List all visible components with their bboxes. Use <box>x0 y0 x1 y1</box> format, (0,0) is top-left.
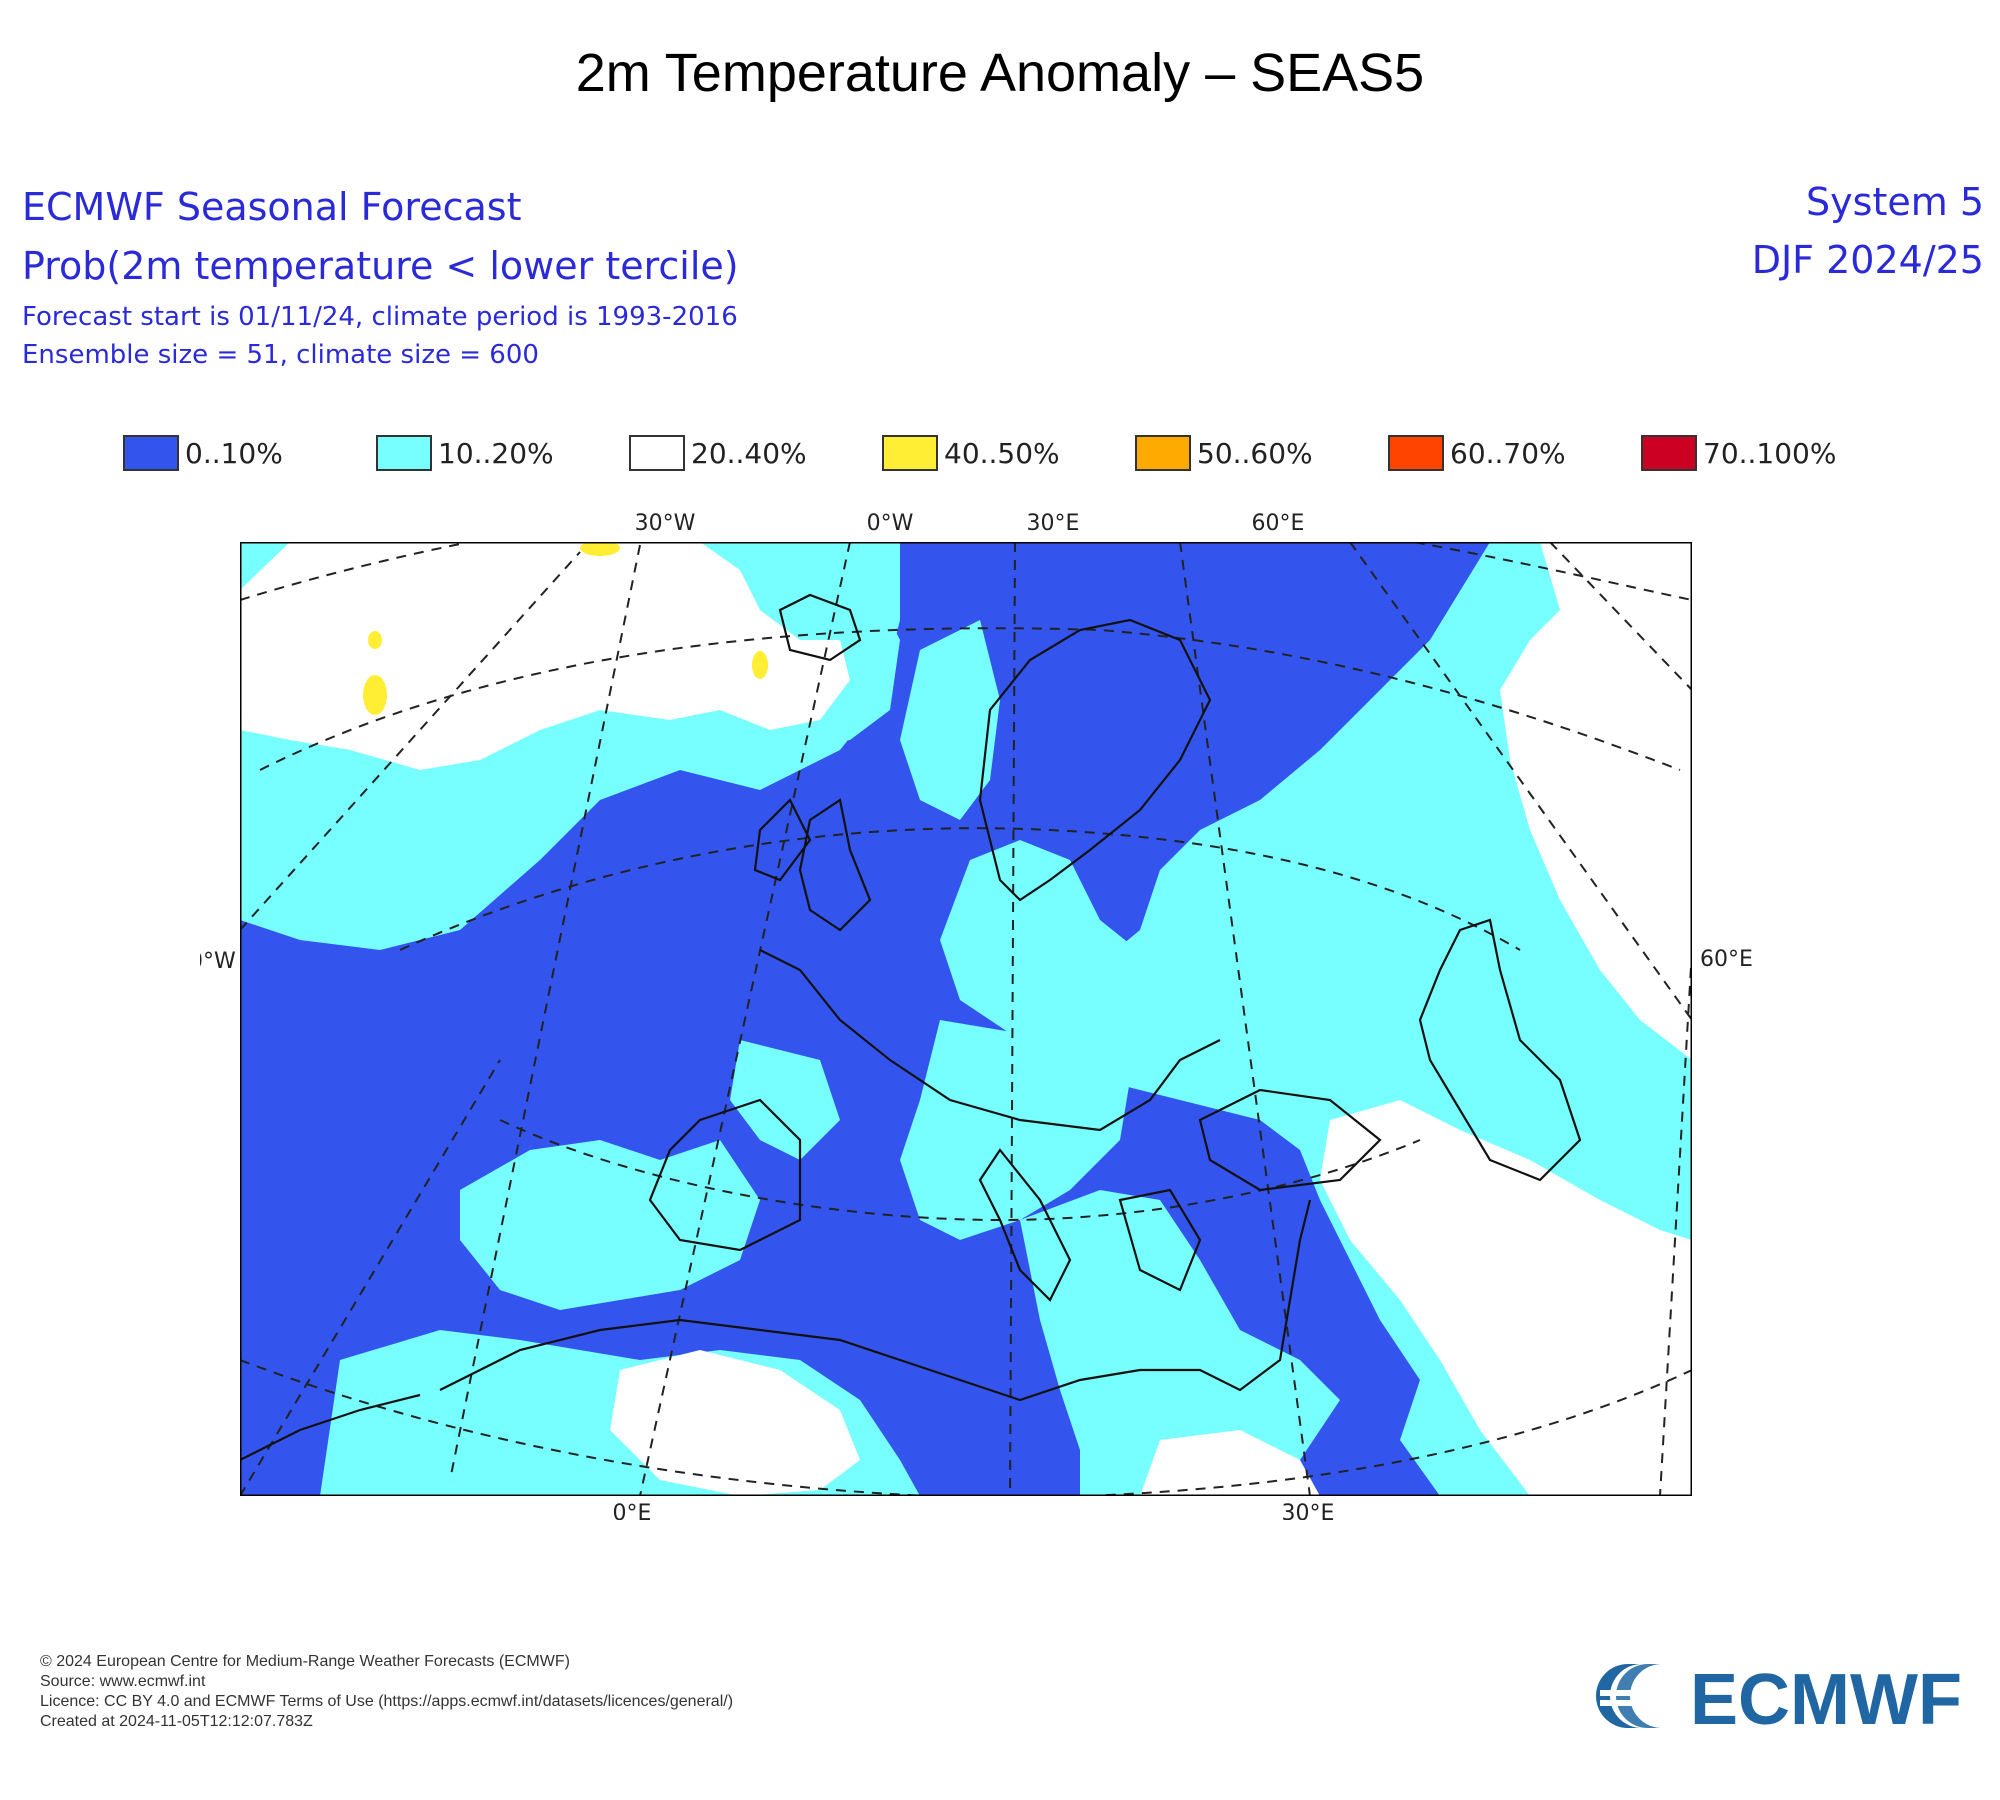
ensemble-info: Ensemble size = 51, climate size = 600 <box>22 340 539 370</box>
legend-label: 70..100% <box>1703 436 1837 470</box>
tick-top-30e: 30°E <box>1027 511 1080 536</box>
legend-swatch <box>629 435 685 471</box>
legend-item-70-100: 70..100% <box>1641 433 1836 473</box>
prob-40-50-areas <box>363 542 768 715</box>
prob-20-40-areas <box>240 542 1692 1496</box>
season-label: DJF 2024/25 <box>1751 238 1984 282</box>
legend-item-60-70: 60..70% <box>1388 433 1566 473</box>
legend-swatch <box>1388 435 1444 471</box>
legend-item-50-60: 50..60% <box>1135 433 1313 473</box>
footer-copyright: © 2024 European Centre for Medium-Range … <box>40 1653 570 1670</box>
coastlines <box>240 593 1582 1461</box>
legend-item-10-20: 10..20% <box>376 433 554 473</box>
page-title: 2m Temperature Anomaly – SEAS5 <box>575 43 1425 103</box>
forecast-header: ECMWF Seasonal Forecast <box>22 185 522 229</box>
legend-label: 60..70% <box>1450 436 1566 470</box>
tick-bottom-0e: 0°E <box>613 1501 652 1520</box>
map-field <box>240 542 1692 1496</box>
tick-top-30w: 30°W <box>635 511 696 536</box>
legend-swatch <box>1641 435 1697 471</box>
ecmwf-logo: ECMWF <box>1590 1658 1970 1740</box>
tick-left-30w: 30°W <box>200 949 236 974</box>
legend-item-0-10: 0..10% <box>123 433 283 473</box>
footer-created: Created at 2024-11-05T12:12:07.783Z <box>40 1713 313 1730</box>
legend-item-40-50: 40..50% <box>882 433 1060 473</box>
ecmwf-logo-icon <box>1596 1664 1680 1728</box>
tick-top-60e: 60°E <box>1252 511 1305 536</box>
legend-swatch <box>123 435 179 471</box>
forecast-variable: Prob(2m temperature < lower tercile) <box>22 244 739 288</box>
ecmwf-logo-text: ECMWF <box>1690 1660 1962 1736</box>
footer: © 2024 European Centre for Medium-Range … <box>40 1652 733 1732</box>
footer-source: Source: www.ecmwf.int <box>40 1673 206 1690</box>
legend-swatch <box>376 435 432 471</box>
forecast-map: 30°W 0°W 30°E 60°E 30°W 60°E 0°E 30°E <box>175 500 1760 1526</box>
legend-swatch <box>882 435 938 471</box>
tick-bottom-30e: 30°E <box>1282 1501 1335 1520</box>
legend-label: 20..40% <box>691 436 807 470</box>
legend-label: 40..50% <box>944 436 1060 470</box>
tick-right-60e: 60°E <box>1700 947 1753 972</box>
footer-licence: Licence: CC BY 4.0 and ECMWF Terms of Us… <box>40 1693 734 1710</box>
legend-item-20-40: 20..40% <box>629 433 807 473</box>
forecast-start-info: Forecast start is 01/11/24, climate peri… <box>22 302 738 332</box>
legend-swatch <box>1135 435 1191 471</box>
tick-top-0w: 0°W <box>867 511 914 536</box>
legend-label: 0..10% <box>185 436 283 470</box>
legend-label: 10..20% <box>438 436 554 470</box>
legend-label: 50..60% <box>1197 436 1313 470</box>
system-label: System 5 <box>1806 180 1984 224</box>
